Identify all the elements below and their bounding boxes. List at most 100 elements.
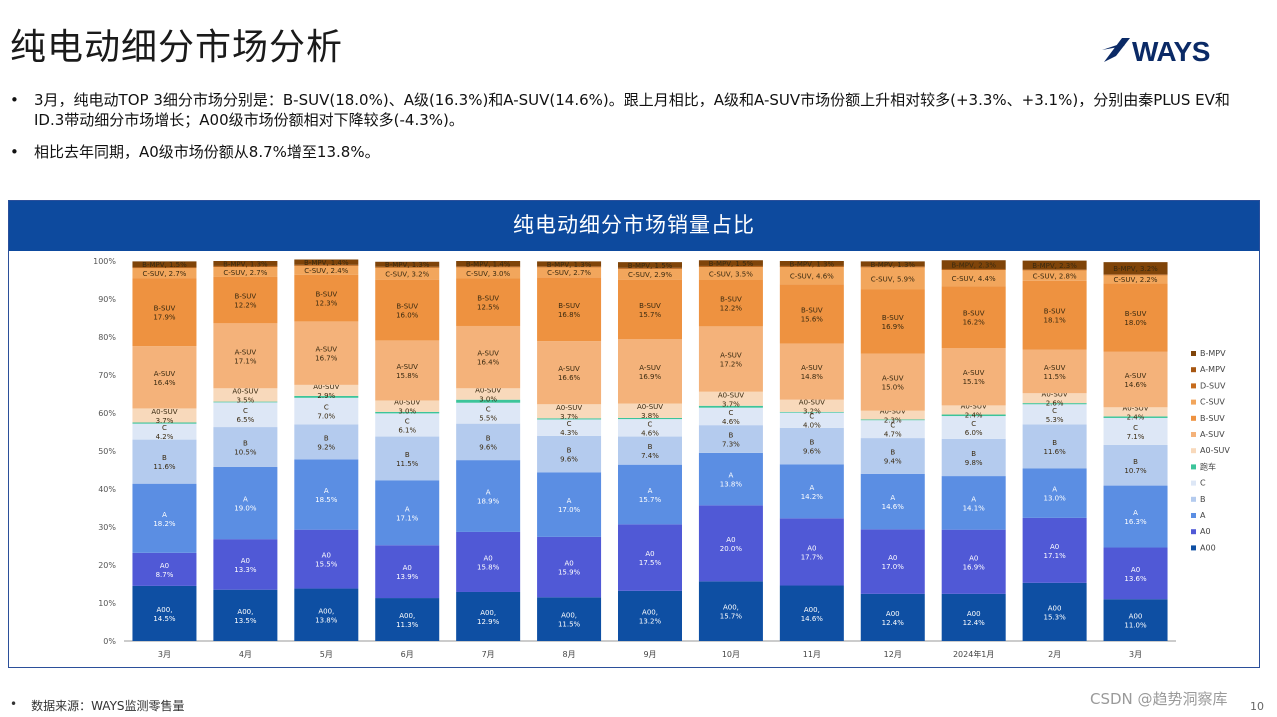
legend-label: A0 <box>1200 527 1211 536</box>
chart-title: 纯电动细分市场销量占比 <box>9 201 1259 251</box>
bar-segment <box>618 436 682 465</box>
legend-swatch <box>1191 367 1196 373</box>
data-label: B 9.6% <box>479 434 497 451</box>
bar-segment <box>1103 407 1168 417</box>
bar-segment <box>132 267 197 268</box>
bar-segment <box>941 269 1006 287</box>
bullet-item: • 3月，纯电动TOP 3细分市场分别是：B-SUV(18.0%)、A级(16.… <box>10 90 1250 130</box>
bar-segment <box>537 404 602 419</box>
bar-segment <box>1022 404 1087 425</box>
legend-label: 跑车 <box>1200 461 1216 471</box>
bar-segment <box>698 452 763 506</box>
legend-label: A00 <box>1200 543 1216 552</box>
footer-bullet: • <box>10 697 18 711</box>
x-tick-label: 9月 <box>643 650 656 659</box>
bar-segment <box>1022 349 1087 394</box>
bar-segment <box>537 418 602 420</box>
data-label: B-MPV, 1.3% <box>870 261 915 269</box>
data-label: C-SUV, 4.6% <box>790 272 834 280</box>
data-label: C 4.2% <box>156 424 174 441</box>
bar-segment <box>294 395 359 398</box>
bar-segment <box>294 265 359 266</box>
bar-segment <box>860 267 925 290</box>
data-label: B-MPV, 3.2% <box>1113 265 1158 273</box>
legend-label: B-SUV <box>1200 414 1225 423</box>
y-tick-label: 10% <box>98 599 116 608</box>
data-label: A0-SUV 3.8% <box>637 403 663 420</box>
bar-segment <box>456 278 521 326</box>
data-label: A0 17.7% <box>801 544 824 561</box>
data-label: A0-SUV 2.6% <box>1042 391 1068 408</box>
data-label: B-SUV 15.6% <box>801 306 824 323</box>
bar-segment <box>698 391 763 406</box>
data-label: B-MPV, 2.3% <box>1032 262 1077 270</box>
data-label: A-SUV 17.2% <box>720 352 743 369</box>
data-label: A00 15.3% <box>1043 604 1066 621</box>
data-source: 数据来源：WAYS监测零售量 <box>31 699 185 713</box>
bar-segment <box>375 400 440 412</box>
data-label: C-SUV, 4.4% <box>952 275 996 283</box>
data-label: A00, 15.7% <box>720 604 743 621</box>
bullet-dot-icon: • <box>10 91 19 109</box>
data-label: A-SUV 15.1% <box>963 369 986 386</box>
data-label: B-MPV, 1.5% <box>709 260 754 268</box>
data-label: B-SUV 18.0% <box>1124 310 1147 327</box>
bar-segment <box>1103 262 1168 275</box>
bar-segment <box>618 262 682 268</box>
data-label: A00, 11.3% <box>396 612 419 629</box>
data-label: A-SUV 11.5% <box>1043 364 1066 381</box>
bar-segment <box>941 405 1006 415</box>
bar-segment <box>1022 280 1087 350</box>
bar-segment <box>941 268 1006 270</box>
data-label: A0-SUV 3.7% <box>718 391 744 408</box>
bar-segment <box>779 399 844 412</box>
y-tick-label: 80% <box>98 333 116 342</box>
bar-segment <box>294 264 359 266</box>
bar-segment <box>132 408 197 423</box>
bar-segment <box>779 464 844 519</box>
bar-segment <box>375 279 440 341</box>
bar-segment <box>1022 270 1087 281</box>
bar-segment <box>537 277 602 342</box>
data-label: B-MPV, 1.5% <box>628 262 673 270</box>
x-tick-label: 8月 <box>563 650 576 659</box>
data-label: A 17.1% <box>396 505 419 522</box>
x-tick-label: 4月 <box>239 650 252 659</box>
bar-segment <box>618 590 682 641</box>
bar-segment <box>294 384 359 396</box>
bar-segment <box>132 278 197 347</box>
bar-segment <box>456 591 521 641</box>
logo-text: WAYS <box>1132 36 1210 67</box>
data-label: A-SUV 16.6% <box>558 365 581 382</box>
data-label: B 7.3% <box>722 432 740 449</box>
bar-segment <box>375 267 440 280</box>
bar-segment <box>213 266 278 277</box>
bar-segment <box>537 267 602 278</box>
bar-segment <box>375 261 440 267</box>
bar-segment <box>294 259 359 265</box>
data-label: A0 16.9% <box>963 554 986 571</box>
bar-segment <box>698 425 763 453</box>
bar-segment <box>1022 582 1087 641</box>
legend-swatch <box>1191 480 1196 486</box>
data-label: C 5.5% <box>479 406 497 423</box>
bar-segment <box>618 268 682 269</box>
x-tick-label: 7月 <box>482 650 495 659</box>
bar-segment <box>375 267 440 268</box>
data-label: A00, 11.5% <box>558 612 581 629</box>
bar-segment <box>941 348 1006 406</box>
bar-segment <box>213 266 278 267</box>
legend-label: C-SUV <box>1200 398 1225 407</box>
data-label: B-SUV 12.5% <box>477 295 500 312</box>
bar-segment <box>1103 351 1168 408</box>
data-label: B-SUV 17.9% <box>153 305 176 322</box>
data-label: A-SUV 16.9% <box>639 364 662 381</box>
bar-segment <box>779 266 844 267</box>
bar-segment <box>1022 468 1087 518</box>
data-label: C-SUV, 2.7% <box>547 269 591 277</box>
bar-segment <box>618 419 682 437</box>
bar-segment <box>618 267 682 269</box>
data-label: B-SUV 16.2% <box>963 310 986 327</box>
data-label: A0 17.5% <box>639 550 662 567</box>
data-label: A-SUV 16.7% <box>315 346 338 363</box>
